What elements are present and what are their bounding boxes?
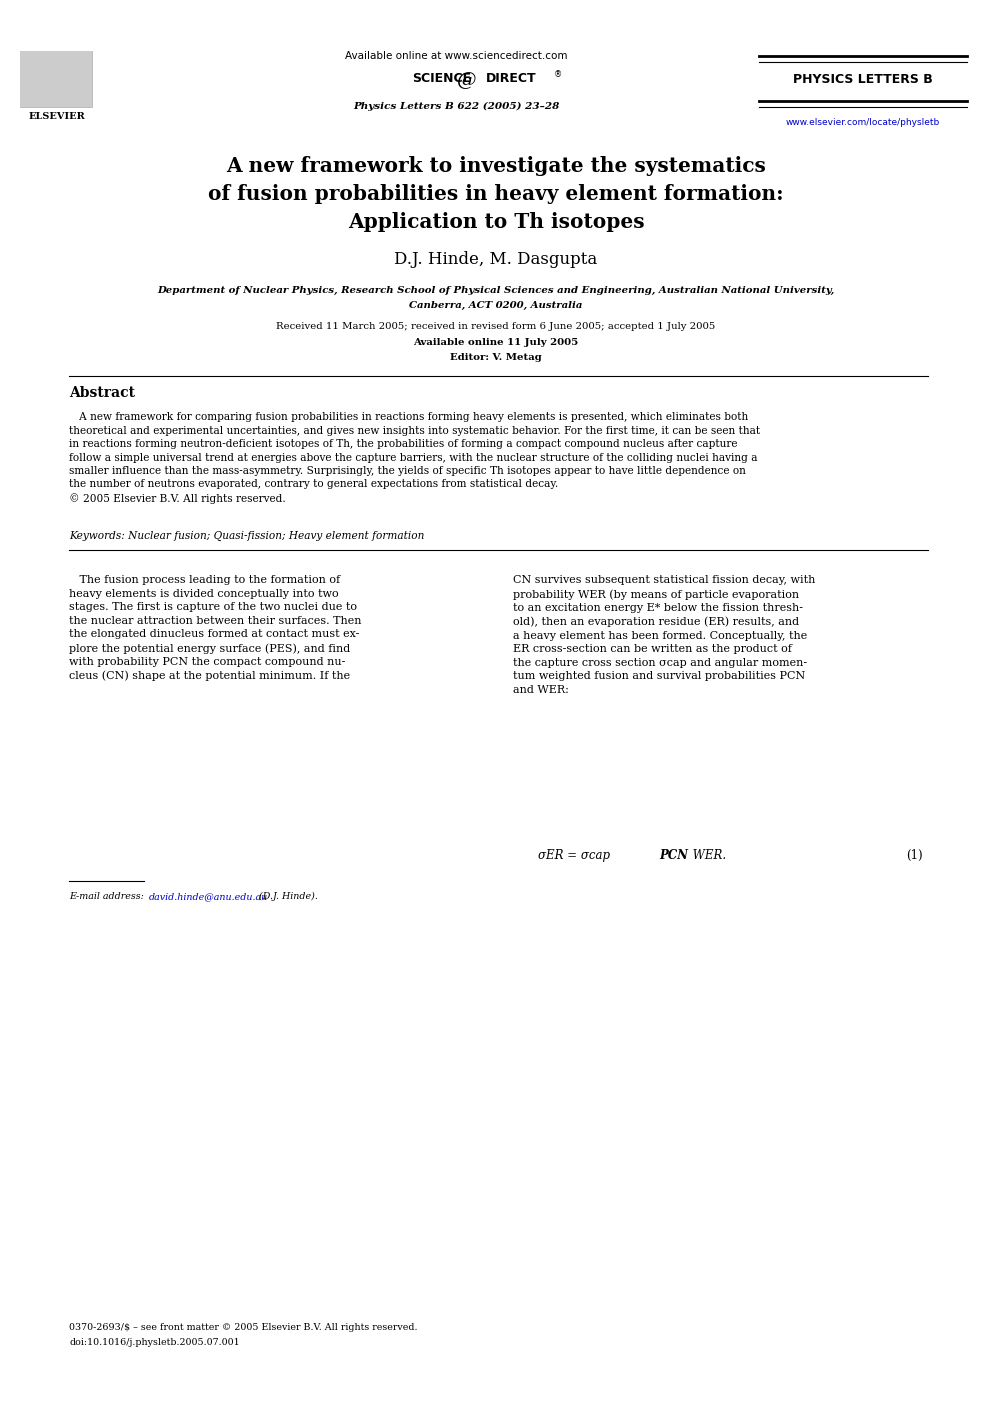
Text: Canberra, ACT 0200, Australia: Canberra, ACT 0200, Australia: [410, 302, 582, 310]
Bar: [20, 51, 92, 107]
Text: E-mail address:: E-mail address:: [69, 892, 144, 901]
Text: CN survives subsequent statistical fission decay, with
probability WER (by means: CN survives subsequent statistical fissi…: [513, 575, 815, 694]
Text: PCN: PCN: [660, 849, 688, 863]
Text: doi:10.1016/j.physletb.2005.07.001: doi:10.1016/j.physletb.2005.07.001: [69, 1338, 240, 1347]
Text: SCIENCE: SCIENCE: [412, 72, 471, 86]
Text: (1): (1): [906, 849, 923, 863]
Text: Available online 11 July 2005: Available online 11 July 2005: [414, 338, 578, 347]
Text: Available online at www.sciencedirect.com: Available online at www.sciencedirect.co…: [345, 51, 567, 62]
Text: WER.: WER.: [689, 849, 726, 863]
Text: (D.J. Hinde).: (D.J. Hinde).: [256, 892, 317, 902]
Text: Physics Letters B 622 (2005) 23–28: Physics Letters B 622 (2005) 23–28: [353, 102, 559, 111]
Text: Abstract: Abstract: [69, 386, 136, 400]
Text: Keywords: Nuclear fusion; Quasi-fission; Heavy element formation: Keywords: Nuclear fusion; Quasi-fission;…: [69, 530, 425, 542]
Text: Application to Th isotopes: Application to Th isotopes: [347, 212, 645, 231]
Text: PHYSICS LETTERS B: PHYSICS LETTERS B: [794, 73, 932, 87]
Text: D.J. Hinde, M. Dasgupta: D.J. Hinde, M. Dasgupta: [395, 251, 597, 268]
Text: david.hinde@anu.edu.au: david.hinde@anu.edu.au: [149, 892, 268, 901]
Text: Received 11 March 2005; received in revised form 6 June 2005; accepted 1 July 20: Received 11 March 2005; received in revi…: [277, 323, 715, 331]
Text: www.elsevier.com/locate/physletb: www.elsevier.com/locate/physletb: [786, 118, 940, 126]
Text: of fusion probabilities in heavy element formation:: of fusion probabilities in heavy element…: [208, 184, 784, 203]
Text: DIRECT: DIRECT: [486, 72, 537, 86]
Text: The fusion process leading to the formation of
heavy elements is divided concept: The fusion process leading to the format…: [69, 575, 362, 682]
Text: @: @: [456, 73, 476, 90]
Text: 0370-2693/$ – see front matter © 2005 Elsevier B.V. All rights reserved.: 0370-2693/$ – see front matter © 2005 El…: [69, 1323, 418, 1331]
Bar: [20, 51, 92, 107]
Text: ELSEVIER: ELSEVIER: [28, 112, 85, 121]
Text: Editor: V. Metag: Editor: V. Metag: [450, 354, 542, 362]
Text: A new framework for comparing fusion probabilities in reactions forming heavy el: A new framework for comparing fusion pro…: [69, 412, 761, 504]
Text: ®: ®: [554, 70, 561, 79]
Text: A new framework to investigate the systematics: A new framework to investigate the syste…: [226, 156, 766, 175]
Text: Department of Nuclear Physics, Research School of Physical Sciences and Engineer: Department of Nuclear Physics, Research …: [158, 286, 834, 295]
Text: σER = σcap: σER = σcap: [538, 849, 610, 863]
